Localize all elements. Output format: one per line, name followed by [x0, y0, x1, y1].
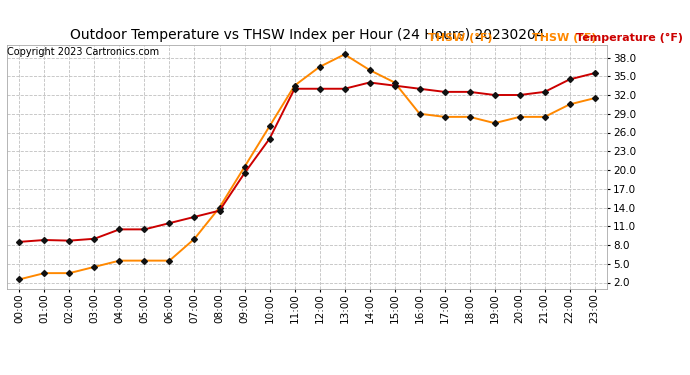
Text: Temperature (°F): Temperature (°F) — [576, 33, 683, 43]
Title: Outdoor Temperature vs THSW Index per Hour (24 Hours) 20230204: Outdoor Temperature vs THSW Index per Ho… — [70, 28, 544, 42]
Text: Copyright 2023 Cartronics.com: Copyright 2023 Cartronics.com — [7, 47, 159, 57]
Text: THSW (°F): THSW (°F) — [532, 33, 600, 43]
Text: THSW (°F): THSW (°F) — [428, 33, 492, 43]
